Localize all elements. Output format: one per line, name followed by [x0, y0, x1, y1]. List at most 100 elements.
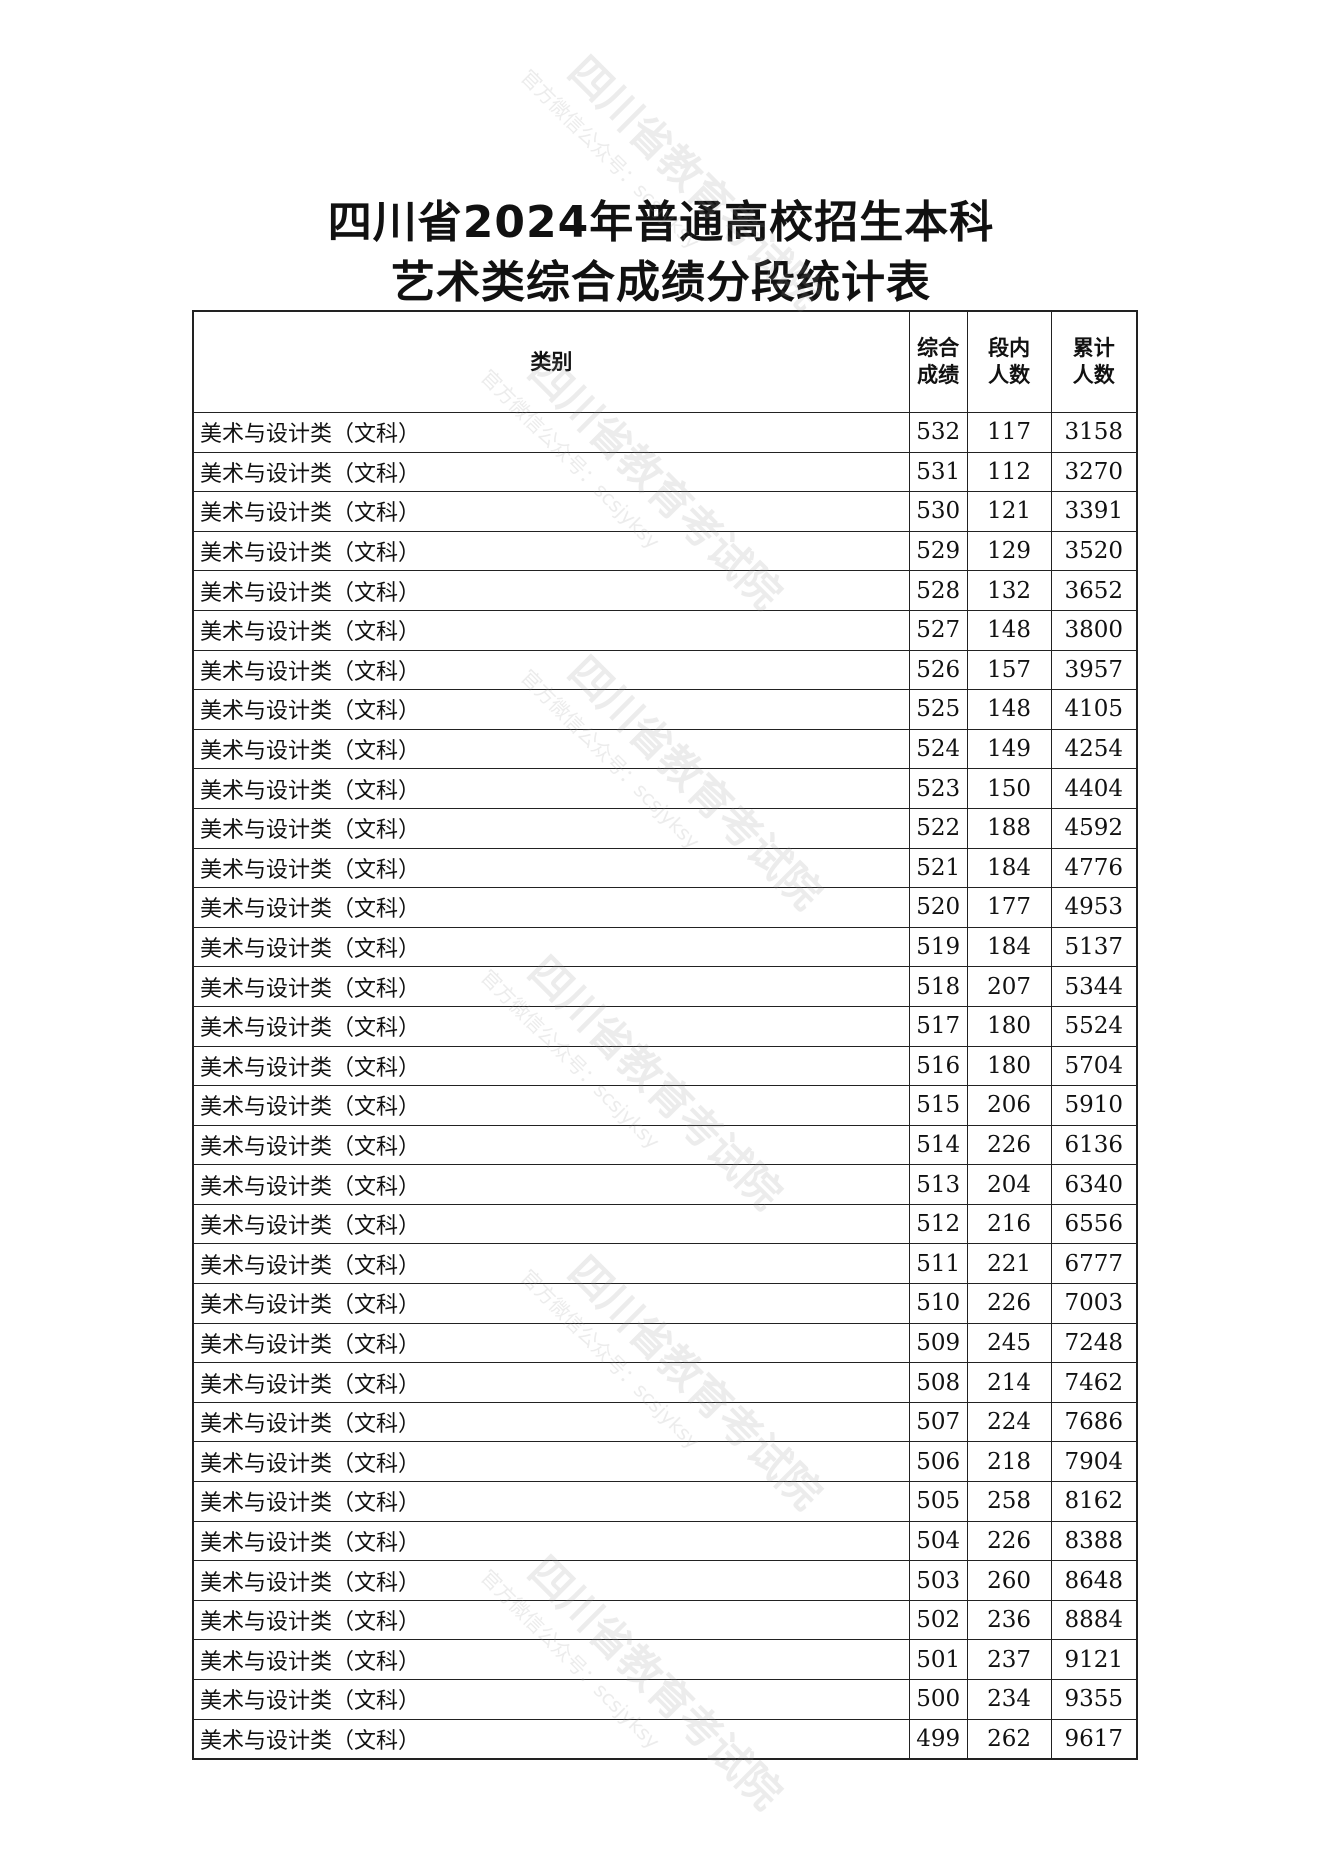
in-segment-cell: 236	[966, 1599, 1052, 1641]
in-segment-cell: 260	[966, 1560, 1052, 1601]
in-segment-cell: 216	[966, 1203, 1052, 1245]
table-row: 美术与设计类（文科） 522 188 4592	[192, 807, 1138, 849]
table-row: 美术与设计类（文科） 528 132 3652	[192, 570, 1138, 611]
category-cell: 美术与设计类（文科）	[192, 1679, 910, 1720]
category-cell: 美术与设计类（文科）	[192, 491, 910, 532]
header-in-segment: 段内人数	[966, 310, 1052, 413]
category-cell: 美术与设计类（文科）	[192, 649, 910, 691]
score-cell: 508	[908, 1362, 968, 1403]
table-row: 美术与设计类（文科） 513 204 6340	[192, 1164, 1138, 1205]
score-cell: 526	[908, 649, 968, 691]
table-header-row: 类别 综合成绩 段内人数 累计人数	[192, 310, 1138, 413]
category-cell: 美术与设计类（文科）	[192, 1085, 910, 1126]
table-row: 美术与设计类（文科） 531 112 3270	[192, 451, 1138, 493]
in-segment-cell: 180	[966, 1005, 1052, 1047]
table-row: 美术与设计类（文科） 525 148 4105	[192, 689, 1138, 730]
cumulative-cell: 3270	[1050, 451, 1138, 493]
page-title-line-1: 四川省2024年普通高校招生本科	[327, 197, 995, 248]
score-cell: 499	[908, 1718, 968, 1760]
in-segment-cell: 218	[966, 1441, 1052, 1483]
cumulative-cell: 5137	[1050, 926, 1138, 968]
category-cell: 美术与设计类（文科）	[192, 1124, 910, 1166]
category-cell: 美术与设计类（文科）	[192, 768, 910, 809]
score-cell: 501	[908, 1639, 968, 1680]
score-cell: 505	[908, 1481, 968, 1522]
category-cell: 美术与设计类（文科）	[192, 728, 910, 770]
score-cell: 514	[908, 1124, 968, 1166]
in-segment-cell: 262	[966, 1718, 1052, 1760]
cumulative-cell: 6556	[1050, 1203, 1138, 1245]
score-cell: 527	[908, 609, 968, 651]
cumulative-cell: 4953	[1050, 887, 1138, 928]
in-segment-cell: 224	[966, 1401, 1052, 1443]
category-cell: 美术与设计类（文科）	[192, 1045, 910, 1087]
score-cell: 503	[908, 1560, 968, 1601]
table-row: 美术与设计类（文科） 504 226 8388	[192, 1520, 1138, 1562]
score-cell: 500	[908, 1679, 968, 1720]
in-segment-cell: 180	[966, 1045, 1052, 1087]
cumulative-cell: 9355	[1050, 1679, 1138, 1720]
in-segment-cell: 204	[966, 1164, 1052, 1205]
table-row: 美术与设计类（文科） 506 218 7904	[192, 1441, 1138, 1483]
cumulative-cell: 6777	[1050, 1243, 1138, 1285]
category-cell: 美术与设计类（文科）	[192, 1639, 910, 1680]
category-cell: 美术与设计类（文科）	[192, 1283, 910, 1324]
cumulative-cell: 4105	[1050, 689, 1138, 730]
table-row: 美术与设计类（文科） 511 221 6777	[192, 1243, 1138, 1285]
header-score: 综合成绩	[908, 310, 968, 413]
category-cell: 美术与设计类（文科）	[192, 807, 910, 849]
page-title-line-2: 艺术类综合成绩分段统计表	[391, 257, 931, 308]
cumulative-cell: 4592	[1050, 807, 1138, 849]
header-cumulative-text: 累计人数	[1072, 336, 1115, 387]
cumulative-cell: 3652	[1050, 570, 1138, 611]
cumulative-cell: 8648	[1050, 1560, 1138, 1601]
table-row: 美术与设计类（文科） 516 180 5704	[192, 1045, 1138, 1087]
cumulative-cell: 6136	[1050, 1124, 1138, 1166]
in-segment-cell: 188	[966, 807, 1052, 849]
score-cell: 529	[908, 530, 968, 572]
table-row: 美术与设计类（文科） 499 262 9617	[192, 1718, 1138, 1760]
category-cell: 美术与设计类（文科）	[192, 609, 910, 651]
in-segment-cell: 150	[966, 768, 1052, 809]
score-cell: 523	[908, 768, 968, 809]
cumulative-cell: 5704	[1050, 1045, 1138, 1087]
table-row: 美术与设计类（文科） 510 226 7003	[192, 1283, 1138, 1324]
in-segment-cell: 226	[966, 1124, 1052, 1166]
cumulative-cell: 8162	[1050, 1481, 1138, 1522]
category-cell: 美术与设计类（文科）	[192, 412, 910, 453]
in-segment-cell: 206	[966, 1085, 1052, 1126]
category-cell: 美术与设计类（文科）	[192, 1718, 910, 1760]
category-cell: 美术与设计类（文科）	[192, 1481, 910, 1522]
table-row: 美术与设计类（文科） 514 226 6136	[192, 1124, 1138, 1166]
table-row: 美术与设计类（文科） 503 260 8648	[192, 1560, 1138, 1601]
category-cell: 美术与设计类（文科）	[192, 1362, 910, 1403]
table-row: 美术与设计类（文科） 519 184 5137	[192, 926, 1138, 968]
score-cell: 521	[908, 847, 968, 889]
score-cell: 506	[908, 1441, 968, 1483]
in-segment-cell: 112	[966, 451, 1052, 493]
category-cell: 美术与设计类（文科）	[192, 1203, 910, 1245]
in-segment-cell: 177	[966, 887, 1052, 928]
header-cumulative: 累计人数	[1050, 310, 1138, 413]
in-segment-cell: 148	[966, 609, 1052, 651]
category-cell: 美术与设计类（文科）	[192, 1005, 910, 1047]
cumulative-cell: 7462	[1050, 1362, 1138, 1403]
table-row: 美术与设计类（文科） 523 150 4404	[192, 768, 1138, 809]
cumulative-cell: 4776	[1050, 847, 1138, 889]
in-segment-cell: 234	[966, 1679, 1052, 1720]
score-cell: 502	[908, 1599, 968, 1641]
table-row: 美术与设计类（文科） 502 236 8884	[192, 1599, 1138, 1641]
in-segment-cell: 148	[966, 689, 1052, 730]
cumulative-cell: 6340	[1050, 1164, 1138, 1205]
category-cell: 美术与设计类（文科）	[192, 966, 910, 1007]
table-row: 美术与设计类（文科） 529 129 3520	[192, 530, 1138, 572]
table-row: 美术与设计类（文科） 501 237 9121	[192, 1639, 1138, 1680]
score-cell: 511	[908, 1243, 968, 1285]
cumulative-cell: 9617	[1050, 1718, 1138, 1760]
table-row: 美术与设计类（文科） 524 149 4254	[192, 728, 1138, 770]
category-cell: 美术与设计类（文科）	[192, 1164, 910, 1205]
cumulative-cell: 7686	[1050, 1401, 1138, 1443]
table-row: 美术与设计类（文科） 509 245 7248	[192, 1322, 1138, 1364]
in-segment-cell: 226	[966, 1520, 1052, 1562]
table-row: 美术与设计类（文科） 532 117 3158	[192, 412, 1138, 453]
